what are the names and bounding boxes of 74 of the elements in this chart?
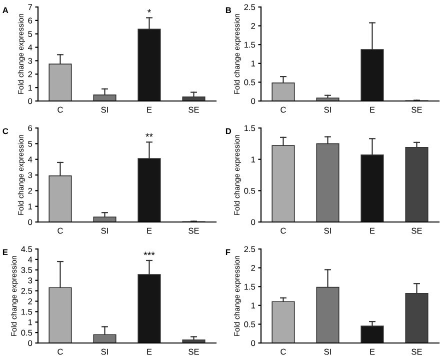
x-tick-label: E — [370, 228, 375, 234]
y-tick-label: 4 — [28, 156, 32, 162]
y-tick-label: 2 — [251, 265, 256, 271]
y-tick-label: 0.5 — [244, 79, 256, 86]
annotation: ** — [146, 133, 153, 137]
y-tick-label: 6 — [28, 18, 32, 24]
y-tick-label: 3 — [28, 278, 32, 284]
y-tick-label: 2.5 — [244, 246, 256, 252]
y-tick-label: 2.5 — [244, 4, 256, 10]
x-tick-label: E — [147, 106, 152, 113]
x-tick-label: C — [58, 106, 63, 113]
chart-title: B — [226, 7, 232, 14]
x-tick-label: SE — [412, 348, 422, 355]
x-tick-label: SE — [188, 228, 199, 234]
x-tick-label: SI — [101, 348, 108, 355]
chart-title: A — [2, 7, 8, 14]
x-tick-label: SE — [188, 348, 199, 355]
x-tick-label: SE — [412, 106, 422, 113]
y-tick-label: 1 — [28, 204, 32, 210]
x-tick-label: SE — [412, 228, 422, 234]
y-tick-label: 3 — [28, 58, 32, 64]
y-tick-label: 0 — [28, 219, 32, 226]
y-tick-label: 4 — [28, 44, 32, 50]
x-tick-label: E — [147, 348, 152, 355]
y-tick-label: 1 — [251, 302, 256, 308]
x-tick-label: C — [58, 348, 63, 355]
y-tick-label: 0.5 — [21, 330, 32, 336]
x-tick-label: SI — [324, 348, 331, 355]
y-tick-label: 1.5 — [244, 284, 256, 290]
annotation: *** — [144, 252, 155, 256]
y-tick-label: 1.5 — [244, 42, 256, 48]
y-tick-label: 0.5 — [244, 188, 256, 194]
chart-title: D — [226, 128, 232, 134]
x-tick-label: E — [370, 348, 375, 355]
y-tick-label: 1.5 — [244, 125, 256, 132]
x-tick-label: C — [280, 106, 286, 113]
x-tick-label: C — [280, 348, 286, 355]
y-tick-label: 0 — [251, 98, 256, 104]
y-tick-label: 1 — [251, 156, 256, 162]
y-tick-label: 4 — [28, 256, 32, 262]
y-tick-label: 1 — [28, 319, 32, 326]
y-tick-label: 2.5 — [21, 288, 32, 294]
y-tick-label: 2 — [28, 298, 32, 304]
y-tick-label: 2 — [251, 23, 256, 29]
y-tick-label: 2 — [28, 188, 32, 194]
chart-title: C — [2, 128, 8, 134]
y-tick-label: 0 — [251, 340, 256, 346]
y-tick-label: 1 — [251, 60, 256, 66]
y-tick-label: 4.5 — [21, 246, 32, 252]
chart-title: F — [226, 249, 230, 256]
y-tick-label: 0 — [251, 219, 256, 226]
y-tick-label: 3 — [28, 172, 32, 178]
x-tick-label: SI — [324, 106, 331, 113]
y-tick-label: 1 — [28, 84, 32, 91]
x-tick-label: C — [58, 228, 63, 234]
x-tick-label: E — [370, 106, 375, 113]
annotation: * — [148, 9, 151, 12]
x-tick-label: E — [147, 228, 152, 234]
x-tick-label: SI — [101, 228, 108, 234]
y-tick-label: 7 — [28, 4, 32, 10]
y-tick-label: 3.5 — [21, 267, 32, 273]
x-tick-label: SI — [324, 228, 331, 234]
y-tick-label: 5 — [28, 31, 32, 37]
y-tick-label: 2 — [28, 71, 32, 78]
x-tick-label: SE — [188, 106, 199, 113]
y-tick-label: 1.5 — [21, 308, 32, 315]
y-tick-label: 0.5 — [244, 321, 256, 328]
y-tick-label: 0 — [28, 340, 32, 346]
chart-title: E — [2, 249, 8, 256]
y-tick-label: 5 — [28, 140, 32, 147]
x-tick-label: C — [280, 228, 286, 234]
y-tick-label: 0 — [28, 98, 32, 104]
x-tick-label: SI — [101, 106, 108, 113]
y-tick-label: 6 — [28, 125, 32, 132]
